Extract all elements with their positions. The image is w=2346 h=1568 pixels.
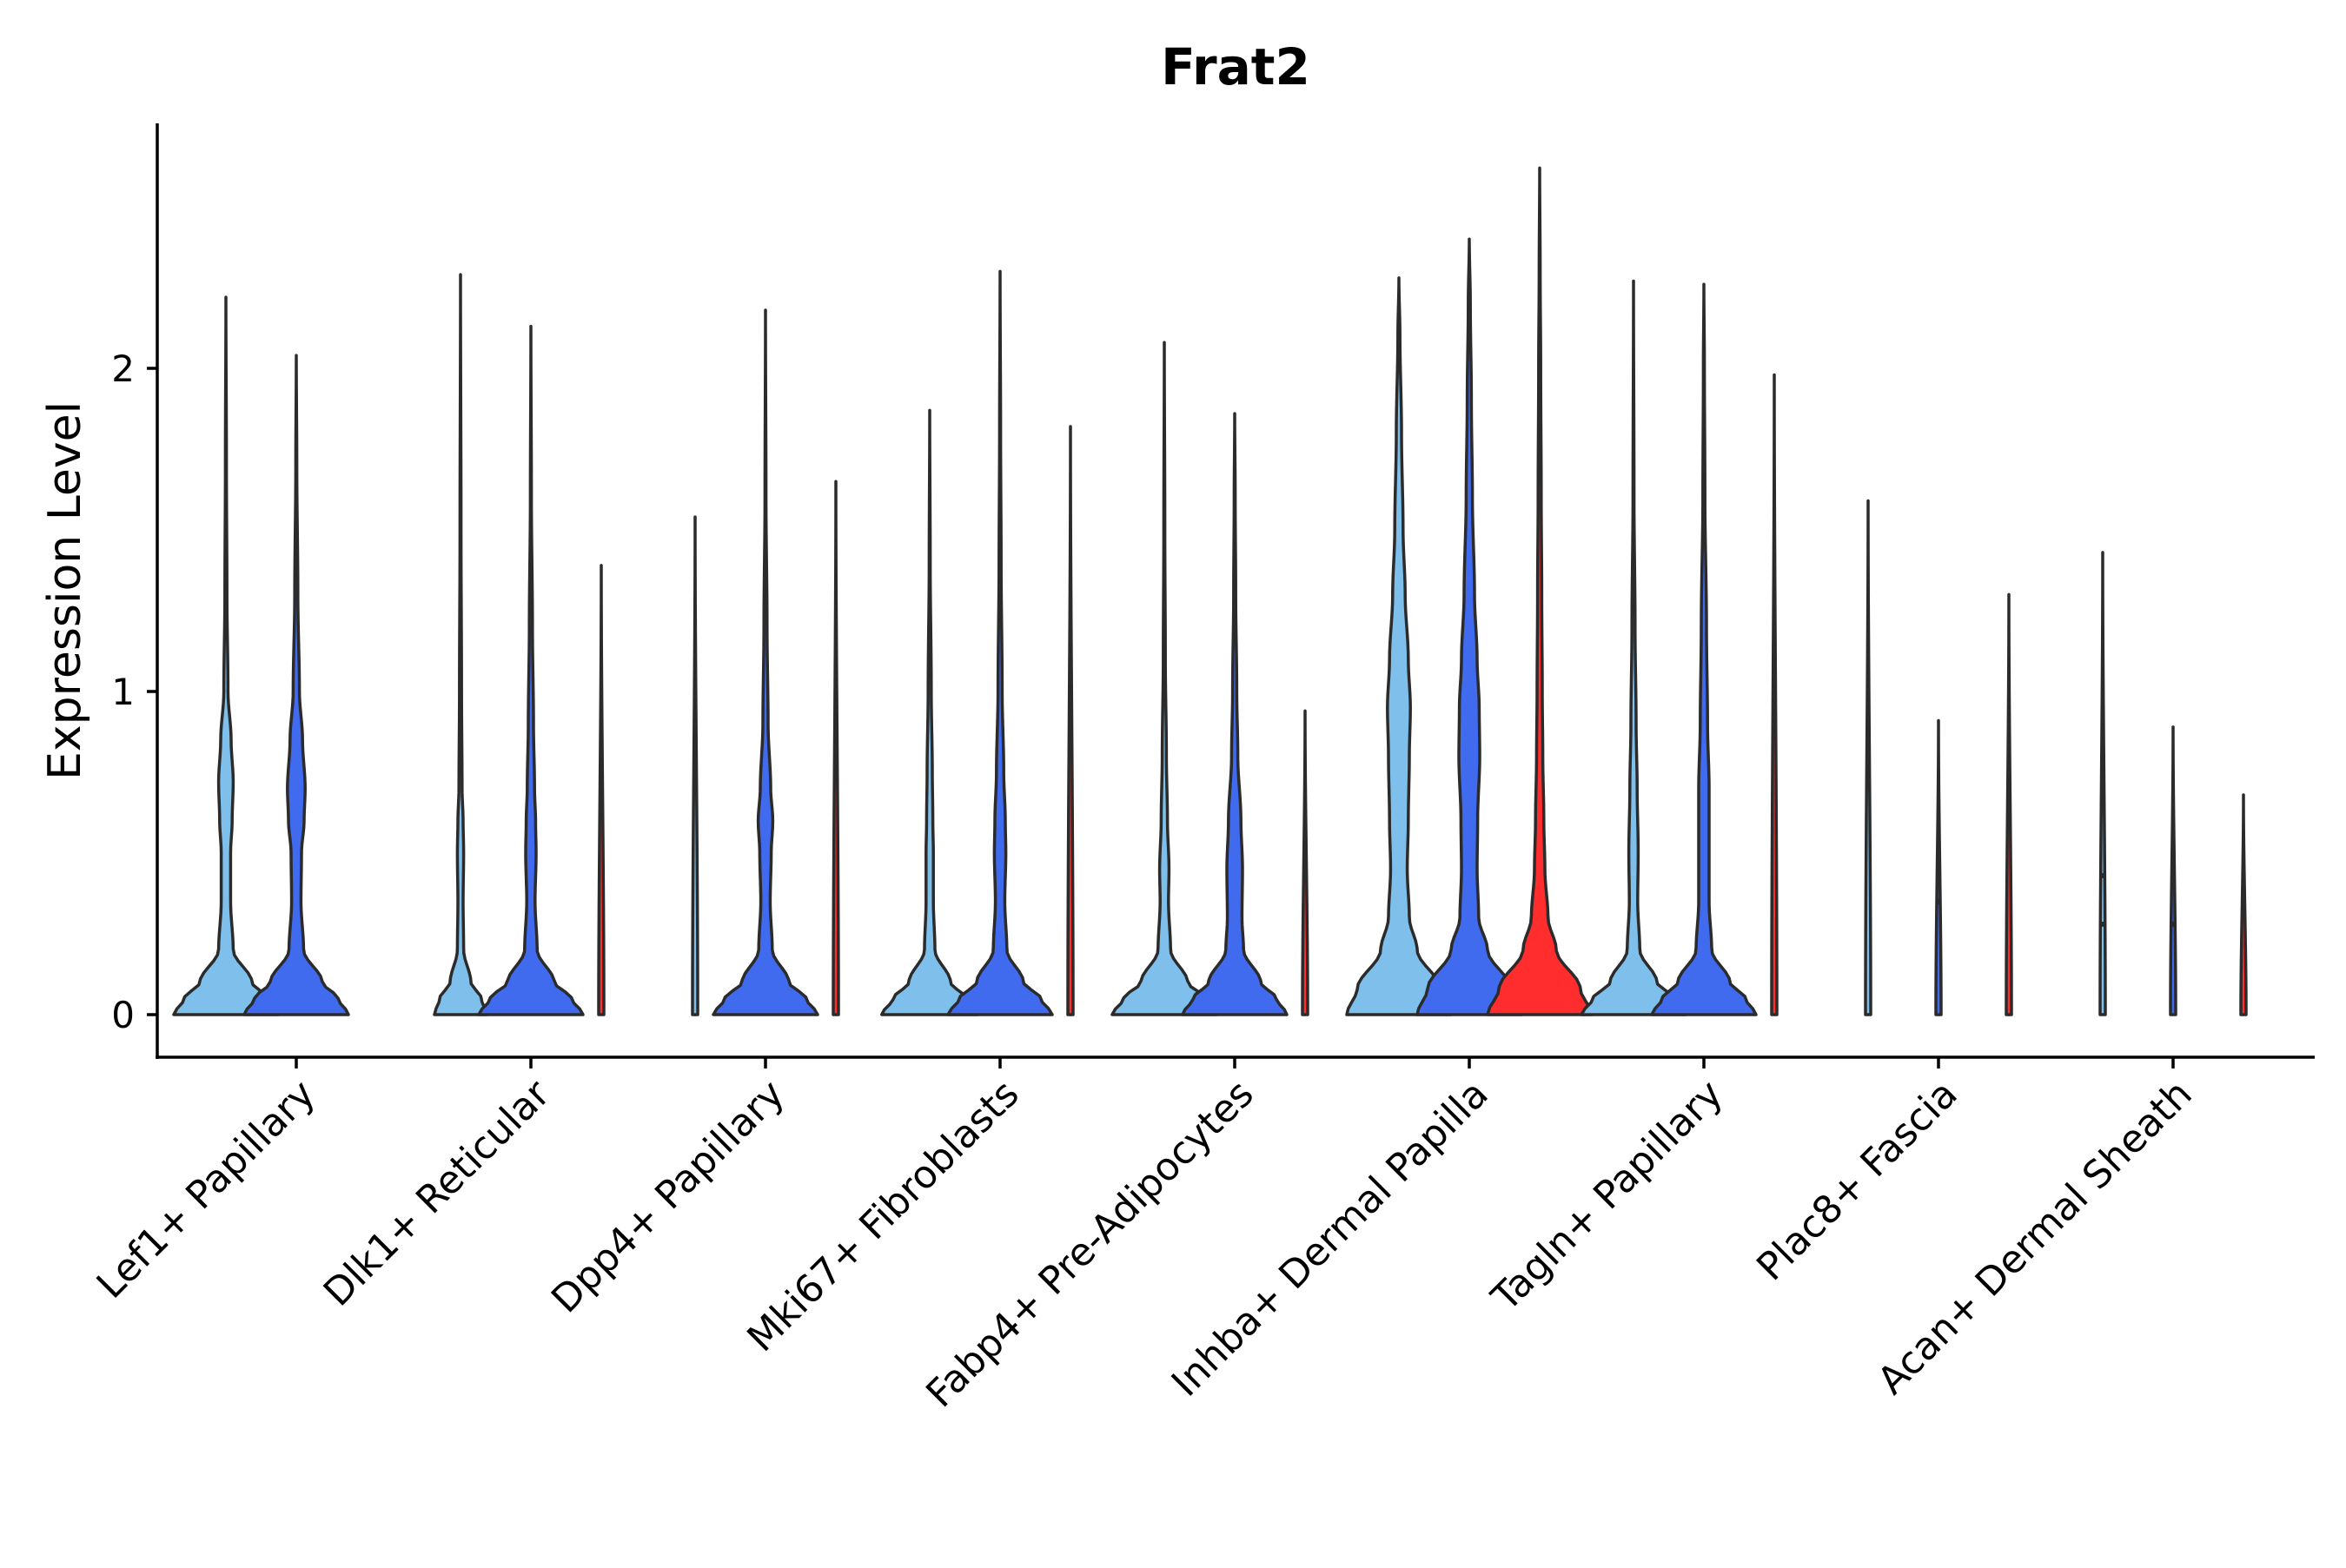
y-axis-label: Expression Level	[39, 401, 91, 780]
point-acan-dermal-sheath-6	[2170, 921, 2176, 927]
violin-fabp4-pre-adipocytes-g2	[1301, 709, 1309, 1016]
violin-acan-dermal-sheath-g0	[2098, 551, 2107, 1016]
point-plac8-fascia-0	[1936, 898, 1941, 904]
violin-tagln-papillary-g2	[1770, 373, 1779, 1016]
violin-mki67-fibroblasts-g1	[946, 269, 1054, 1016]
point-acan-dermal-sheath-3	[2100, 873, 2105, 879]
point-plac8-fascia-1	[1936, 866, 1941, 872]
y-tick-label-1: 1	[111, 671, 135, 713]
violin-tagln-papillary-g0	[1580, 279, 1687, 1016]
point-acan-dermal-sheath-7	[2170, 850, 2176, 856]
violin-acan-dermal-sheath-g1	[2169, 725, 2177, 1016]
chart-title: Frat2	[1161, 37, 1310, 96]
x-tick-label-plac8-fascia: Plac8+ Fascia	[1748, 1072, 1966, 1290]
y-tick-label-2: 2	[111, 347, 135, 390]
y-tick-label-0: 0	[111, 994, 135, 1036]
violin-mki67-fibroblasts-g2	[1066, 425, 1075, 1016]
violin-dlk1-reticular-g0	[433, 273, 488, 1016]
violin-inhba-dermal-papilla-g0	[1345, 276, 1453, 1016]
violin-lef1-papillary-g0	[172, 295, 280, 1016]
points-layer	[1936, 753, 2176, 927]
violin-inhba-dermal-papilla-g1	[1415, 237, 1523, 1016]
x-tick-label-tagln-papillary: Tagln+ Papillary	[1483, 1072, 1732, 1320]
violins-layer	[172, 166, 2248, 1016]
violin-mki67-fibroblasts-g0	[880, 408, 979, 1016]
x-tick-label-dpp4-papillary: Dpp4+ Papillary	[543, 1072, 793, 1322]
violin-dpp4-papillary-g1	[712, 308, 819, 1016]
x-tick-label-dlk1-reticular: Dlk1+ Reticular	[315, 1071, 560, 1315]
violin-acan-dermal-sheath-g2	[2239, 793, 2248, 1016]
y-ticks: 0 1 2	[111, 347, 157, 1036]
violin-tagln-papillary-g1	[1650, 282, 1758, 1016]
violin-inhba-dermal-papilla-g2	[1486, 166, 1594, 1016]
point-acan-dermal-sheath-4	[2100, 804, 2105, 810]
x-tick-label-lef1-papillary: Lef1+ Papillary	[89, 1072, 324, 1307]
violin-fabp4-pre-adipocytes-g0	[1110, 341, 1218, 1016]
violin-dlk1-reticular-g2	[597, 564, 606, 1016]
violin-lef1-papillary-g1	[242, 354, 350, 1016]
violin-plac8-fascia-g2	[2005, 592, 2013, 1016]
violin-dpp4-papillary-g0	[691, 515, 699, 1016]
violin-dlk1-reticular-g1	[477, 324, 585, 1016]
point-acan-dermal-sheath-5	[2100, 753, 2105, 759]
point-acan-dermal-sheath-2	[2100, 921, 2105, 927]
violin-dpp4-papillary-g2	[832, 480, 840, 1016]
violin-fabp4-pre-adipocytes-g1	[1181, 412, 1289, 1016]
violin-plac8-fascia-g0	[1864, 499, 1872, 1016]
